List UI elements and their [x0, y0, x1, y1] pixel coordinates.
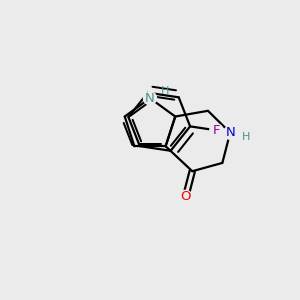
- Circle shape: [224, 126, 237, 139]
- Text: F: F: [213, 124, 220, 137]
- Text: H: H: [161, 86, 170, 96]
- Circle shape: [143, 92, 157, 105]
- Text: H: H: [242, 132, 250, 142]
- Circle shape: [179, 190, 192, 203]
- Text: N: N: [225, 126, 235, 139]
- Text: N: N: [145, 92, 155, 105]
- Circle shape: [210, 124, 223, 137]
- Text: O: O: [180, 190, 191, 203]
